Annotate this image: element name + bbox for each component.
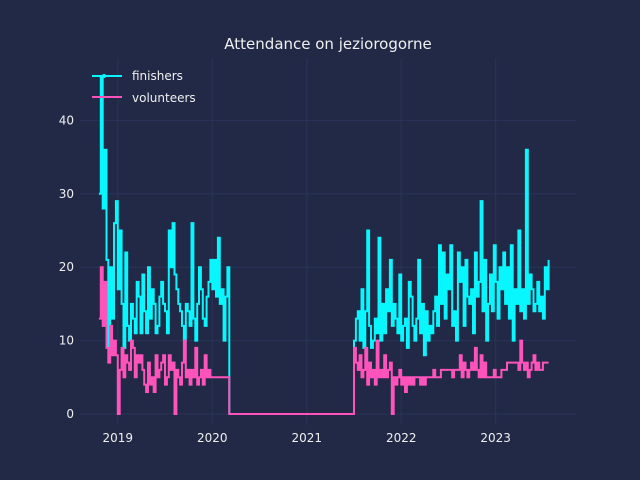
y-tick-label-0: 0 — [66, 407, 74, 421]
series-line-volunteers — [98, 266, 549, 415]
y-axis-ticks: 0 10 20 30 40 — [59, 113, 74, 421]
x-tick-label-2022: 2022 — [386, 431, 417, 445]
x-tick-label-2019: 2019 — [103, 431, 134, 445]
legend-label-finishers: finishers — [132, 69, 183, 83]
y-tick-label-10: 10 — [59, 334, 74, 348]
x-axis-ticks: 2019 2020 2021 2022 2023 — [103, 431, 511, 445]
legend-entry-volunteers: volunteers — [92, 91, 196, 105]
legend-marker-finishers — [102, 74, 106, 78]
series-line-finishers — [98, 75, 550, 415]
y-tick-label-20: 20 — [59, 260, 74, 274]
y-tick-label-30: 30 — [59, 187, 74, 201]
series-lines — [98, 75, 550, 415]
legend: finishers volunteers — [92, 69, 196, 105]
legend-label-volunteers: volunteers — [132, 91, 196, 105]
x-tick-label-2023: 2023 — [480, 431, 511, 445]
x-tick-label-2021: 2021 — [291, 431, 322, 445]
x-tick-label-2020: 2020 — [197, 431, 228, 445]
y-tick-label-40: 40 — [59, 113, 74, 127]
legend-entry-finishers: finishers — [92, 69, 183, 83]
chart-title: Attendance on jeziorogorne — [224, 35, 431, 53]
